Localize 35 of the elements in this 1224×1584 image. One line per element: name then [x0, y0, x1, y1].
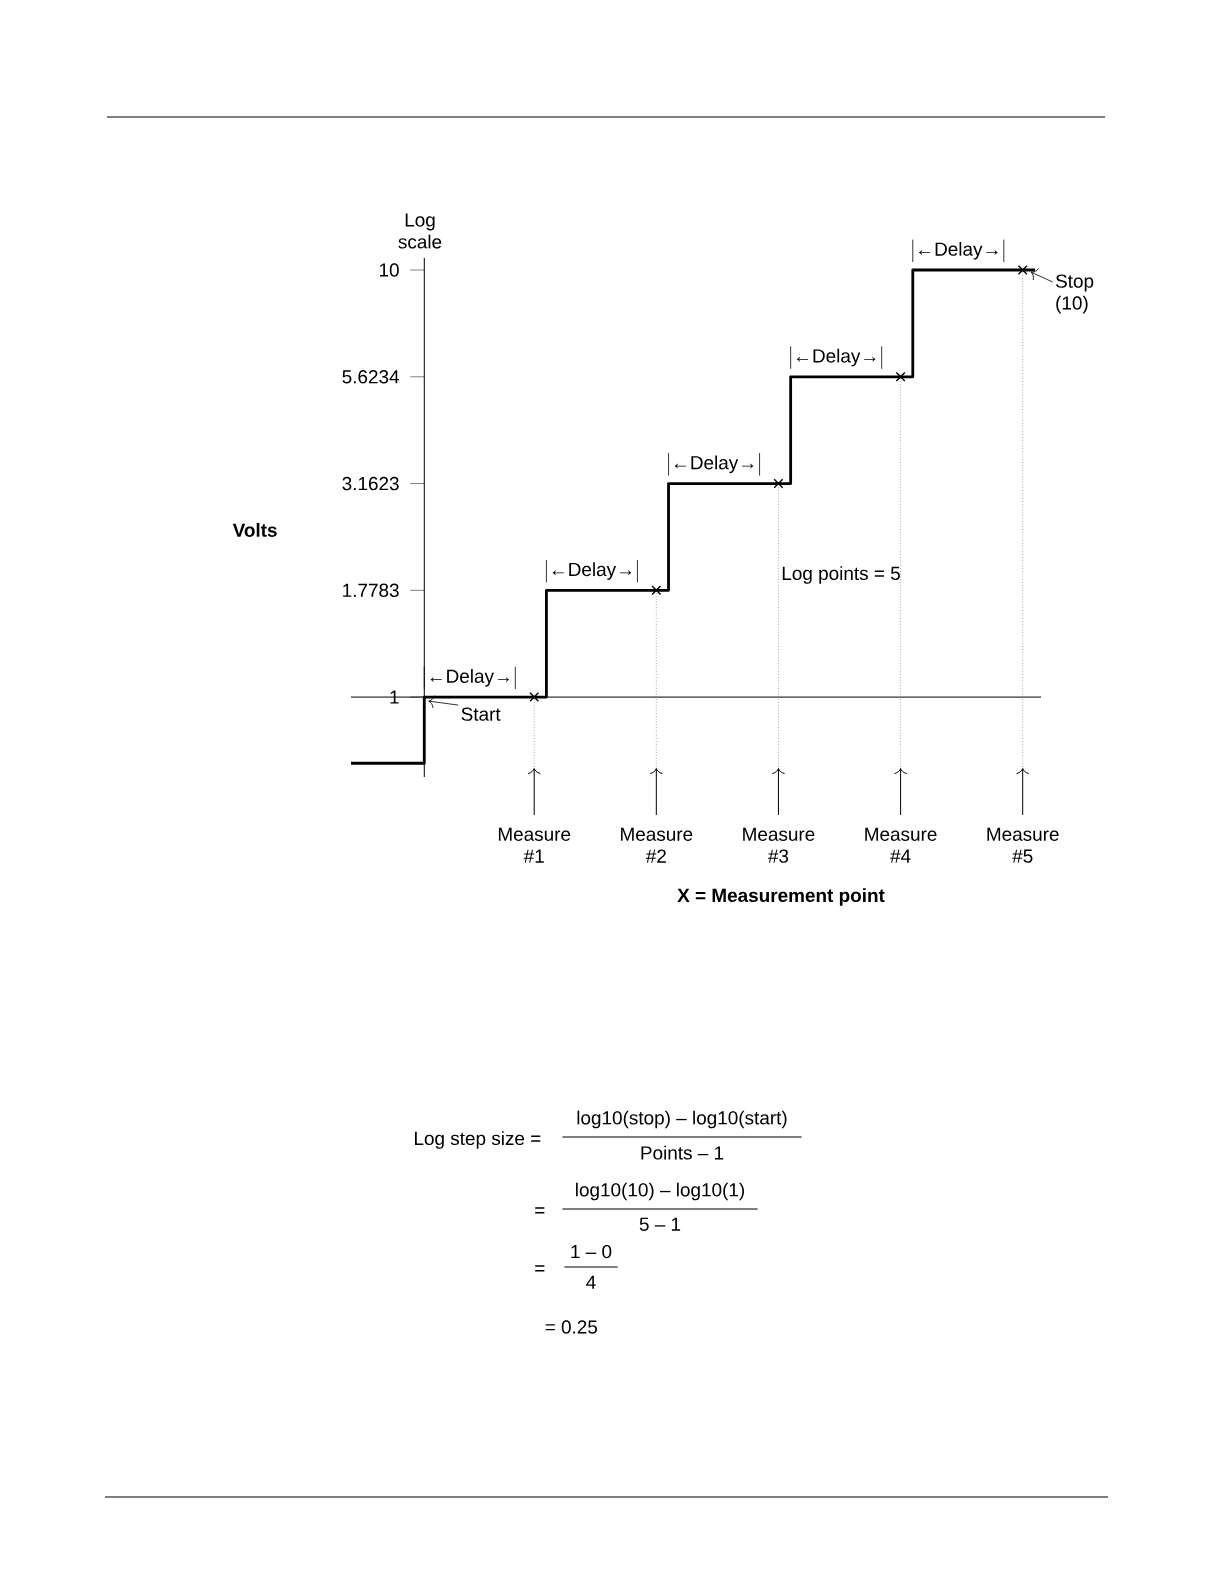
text: log10(stop) – log10(start): [577, 1110, 787, 1129]
annotation: ←Delay→: [919, 241, 998, 260]
text: =: [535, 1207, 545, 1214]
annotation: Stop (10): [1055, 274, 1094, 314]
x-tick-label: Measure #3: [743, 827, 815, 863]
annotation: ←Delay→: [430, 669, 510, 687]
text: Log scale: [398, 213, 442, 249]
annotation: ←Delay→: [552, 562, 632, 580]
x-tick-label: Measure #2: [621, 827, 693, 863]
text: 5 – 1: [639, 1217, 681, 1231]
text: Points – 1: [641, 1145, 724, 1160]
point: [651, 585, 662, 596]
text: 4: [586, 1275, 596, 1289]
x-tick-label: Measure #4: [865, 827, 937, 863]
text: = 0.25: [545, 1320, 598, 1334]
annotation: Start: [461, 707, 501, 721]
text: Log step size =: [415, 1131, 541, 1149]
x-tick-label: Measure #1: [498, 827, 571, 863]
point: [1017, 265, 1028, 275]
y-tick-label: 1.7783: [343, 583, 399, 598]
annotation: ←Delay→: [796, 348, 876, 367]
y-axis-title: Volts: [232, 522, 277, 537]
text: 1 – 0: [571, 1244, 612, 1259]
annotation: Log points = 5: [782, 566, 900, 584]
point: [895, 371, 906, 382]
text: X = Measurement point: [677, 888, 885, 906]
point: [529, 692, 540, 702]
y-tick-label: 5.6234: [342, 370, 399, 384]
text: =: [535, 1265, 545, 1272]
y-tick-label: 3.1623: [342, 476, 399, 491]
annotation: ←Delay→: [674, 455, 754, 474]
x-tick-label: Measure #5: [987, 827, 1059, 863]
point: [773, 478, 784, 489]
text: log10(10) – log10(1): [576, 1182, 745, 1201]
y-tick-label: 10: [379, 263, 399, 277]
